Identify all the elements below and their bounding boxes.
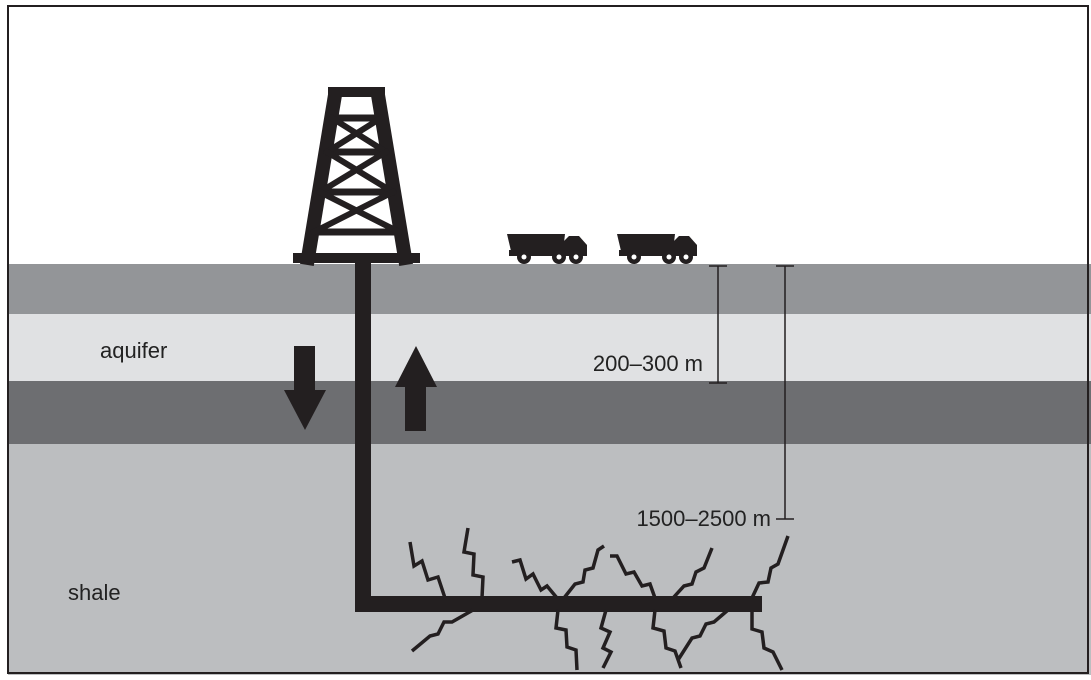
wellbore: [355, 258, 762, 612]
frame: [7, 5, 1089, 674]
upper-layer: [8, 264, 1091, 314]
shale-layer: [8, 444, 1091, 675]
aquifer-label: aquifer: [100, 338, 167, 363]
up-arrow-icon: [395, 346, 437, 431]
depth-shale-label: 1500–2500 m: [636, 506, 771, 531]
shale-label: shale: [68, 580, 121, 605]
dimension-shale: [776, 265, 794, 520]
fracture-icon: [408, 527, 790, 671]
dimension-aquifer: [709, 265, 727, 384]
truck-icon: [507, 234, 587, 264]
truck-icon: [617, 234, 697, 264]
cap-rock-layer: [8, 381, 1091, 444]
drilling-rig-icon: [293, 86, 420, 267]
aquifer-layer: [8, 314, 1091, 381]
depth-aquifer-label: 200–300 m: [593, 351, 703, 376]
down-arrow-icon: [284, 346, 326, 430]
